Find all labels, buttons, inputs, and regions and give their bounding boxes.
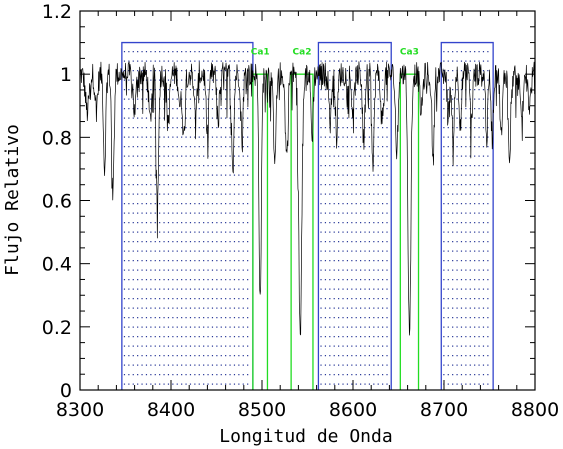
y-tick-label: 0.6 (42, 191, 72, 213)
x-axis-title: Longitud de Onda (219, 426, 392, 447)
x-tick-label: 8500 (238, 399, 286, 421)
continuum-band-3 (440, 41, 494, 390)
y-tick-label: 0.2 (42, 317, 72, 339)
line-band-label: Ca2 (293, 48, 312, 58)
spectrum-line-group (79, 61, 536, 336)
x-tick-label: 8400 (147, 399, 195, 421)
x-tick-label: 8300 (56, 399, 104, 421)
tick-labels: 8300 8400 8500 8600 8700 8800 0 0.2 0.4 0.6 0.8 1 1.… (42, 1, 559, 421)
line-band-ca2 (290, 73, 314, 390)
y-tick-label: 1.2 (42, 1, 72, 23)
y-tick-label: 1 (60, 64, 72, 86)
line-band-ca3 (399, 73, 420, 390)
line-band-label: Ca1 (251, 48, 270, 58)
spectrum-line (79, 61, 536, 336)
line-band-label: Ca3 (400, 48, 419, 58)
continuum-fill-dots (123, 50, 492, 385)
y-tick-label: 0 (60, 380, 72, 402)
y-axis-title: Flujo Relativo (2, 124, 23, 276)
y-tick-label: 0.8 (42, 127, 72, 149)
line-band-ca1 (252, 73, 269, 390)
x-tick-label: 8700 (420, 399, 468, 421)
continuum-band-1 (121, 41, 254, 390)
y-tick-label: 0.4 (42, 254, 72, 276)
axis-ticks (79, 10, 536, 391)
continuum-band-2 (317, 41, 392, 390)
x-tick-label: 8800 (511, 399, 559, 421)
x-tick-label: 8600 (329, 399, 377, 421)
band-rectangles: Ca1 Ca2 Ca3 (121, 41, 494, 390)
